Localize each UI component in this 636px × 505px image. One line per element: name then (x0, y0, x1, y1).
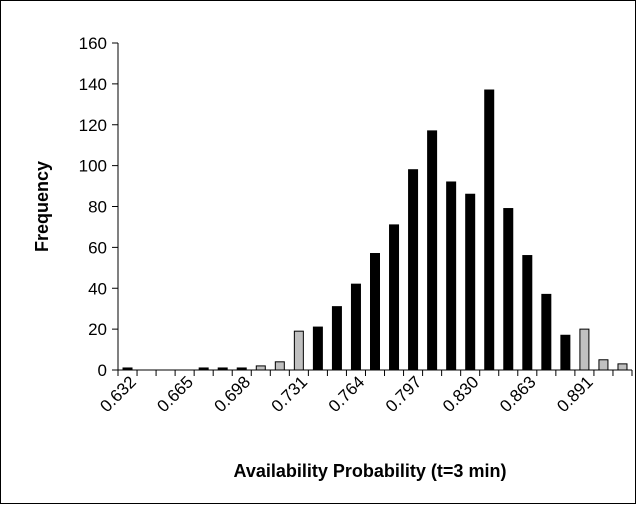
y-tick-label: 20 (88, 320, 107, 339)
y-tick-label: 100 (79, 157, 107, 176)
histogram-bar (427, 130, 438, 371)
histogram-bar (617, 363, 628, 371)
histogram-bar (598, 359, 609, 371)
x-tick-label: 0.665 (153, 372, 197, 416)
x-tick-label: 0.797 (382, 372, 426, 416)
histogram-bar (579, 328, 590, 371)
y-axis-title: Frequency (32, 161, 52, 252)
y-tick-label: 160 (79, 34, 107, 53)
histogram-bar (560, 334, 571, 371)
histogram-bar (389, 224, 400, 371)
y-tick-label: 80 (88, 198, 107, 217)
x-tick-label: 0.863 (496, 372, 540, 416)
y-tick-label: 60 (88, 238, 107, 257)
x-tick-label: 0.891 (553, 372, 597, 416)
histogram-bar (312, 326, 323, 371)
histogram-bar (446, 181, 457, 371)
x-tick-label: 0.698 (211, 372, 255, 416)
histogram-bar (350, 283, 361, 371)
y-tick-label: 140 (79, 75, 107, 94)
histogram-bar (331, 306, 342, 371)
x-tick-label: 0.830 (439, 372, 483, 416)
y-tick-label: 40 (88, 279, 107, 298)
x-tick-label: 0.764 (325, 372, 369, 416)
histogram-bar (255, 365, 266, 371)
x-tick-label: 0.731 (268, 372, 312, 416)
histogram-bar (274, 361, 285, 371)
x-axis-title: Availability Probability (t=3 min) (234, 461, 507, 481)
histogram-bar (408, 169, 419, 371)
histogram-bar (370, 253, 380, 371)
histogram-bar (541, 293, 552, 371)
y-tick-label: 0 (98, 361, 107, 380)
histogram-bar (465, 193, 476, 371)
histogram-bar (522, 255, 533, 371)
y-tick-label: 120 (79, 116, 107, 135)
histogram-bar (503, 208, 514, 371)
histogram-bar (293, 330, 304, 371)
histogram-bar (484, 89, 495, 371)
